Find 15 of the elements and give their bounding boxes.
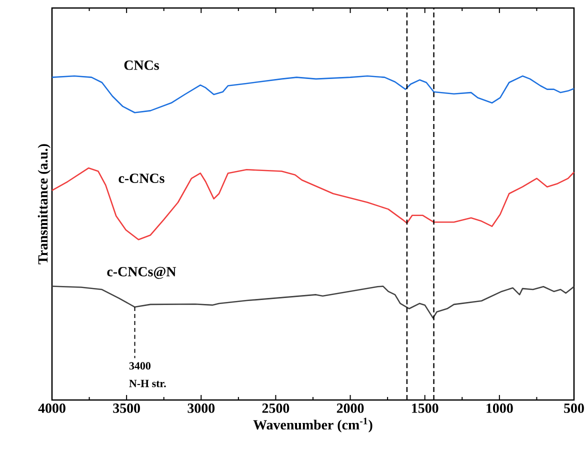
x-tick-label: 1500 xyxy=(412,404,438,413)
annotation: 3400 xyxy=(129,362,150,370)
x-tick-label: 3500 xyxy=(113,404,140,413)
x-tick-label: 3000 xyxy=(188,404,215,413)
series-label: c-CNCs@N xyxy=(107,266,176,279)
annotation: N-H str. xyxy=(129,380,166,388)
x-tick-label: 2500 xyxy=(262,404,290,413)
series-label: c-CNCs xyxy=(118,174,164,183)
x-axis-title: Wavenumber (cm$^{-1}$) xyxy=(253,418,372,432)
series-label: CNCs xyxy=(124,60,159,70)
x-tick-label: 1000 xyxy=(486,404,513,413)
y-axis-title: Transmittance (a.u.) xyxy=(38,144,50,264)
x-tick-label: 500 xyxy=(564,404,584,413)
x-tick-label: 2000 xyxy=(336,404,364,413)
x-tick-label: 4000 xyxy=(38,404,66,413)
